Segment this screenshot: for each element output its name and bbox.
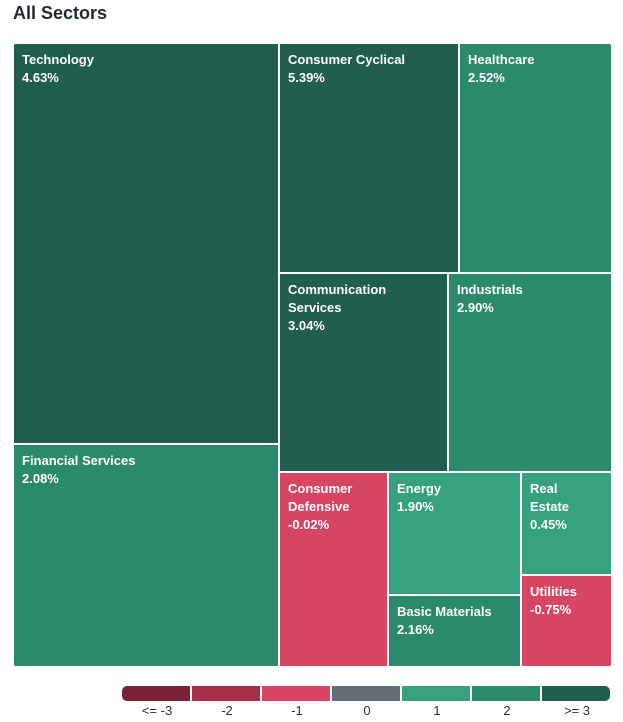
sector-change: -0.02% [288, 517, 330, 532]
sector-name: Real Estate [530, 481, 570, 514]
legend-swatch [402, 686, 470, 701]
legend-swatch [192, 686, 260, 701]
sector-change: 2.52% [468, 70, 505, 85]
sector-tile[interactable]: Consumer Defensive -0.02% [279, 472, 388, 667]
legend-label: 2 [503, 703, 511, 718]
sector-change: 1.90% [397, 499, 434, 514]
sector-tile[interactable]: Healthcare 2.52% [459, 43, 612, 273]
sector-name: Communication Services [288, 282, 387, 315]
sector-change: -0.75% [530, 602, 572, 617]
sector-tile[interactable]: Industrials 2.90% [448, 273, 612, 472]
chart-title: All Sectors [13, 3, 108, 23]
sector-name: Consumer Defensive [288, 481, 353, 514]
color-legend: <= -3 -2 -1 0 1 2 >= 3 [122, 686, 612, 720]
sector-name: Consumer Cyclical [288, 52, 406, 67]
legend-label: 0 [363, 703, 371, 718]
legend-swatch [542, 686, 610, 701]
sector-treemap: Technology 4.63% Consumer Cyclical 5.39% Hea… [13, 43, 612, 667]
sector-name: Basic Materials [397, 604, 492, 619]
sector-change: 5.39% [288, 70, 325, 85]
sector-name: Technology [22, 52, 94, 67]
sector-change: 2.90% [457, 300, 494, 315]
sector-tile[interactable]: Basic Materials 2.16% [388, 595, 521, 667]
legend-swatch [122, 686, 190, 701]
sector-change: 2.16% [397, 622, 434, 637]
legend-swatch [262, 686, 330, 701]
sector-name: Industrials [457, 282, 523, 297]
sector-name: Financial Services [22, 453, 136, 468]
legend-label: <= -3 [141, 703, 173, 718]
sector-name: Energy [397, 481, 442, 496]
legend-label: -2 [221, 703, 233, 718]
legend-swatch [332, 686, 400, 701]
sector-tile[interactable]: Communication Services 3.04% [279, 273, 448, 472]
sector-change: 3.04% [288, 318, 325, 333]
sector-change: 2.08% [22, 471, 59, 486]
sector-name: Healthcare [468, 52, 535, 67]
sector-tile[interactable]: Consumer Cyclical 5.39% [279, 43, 459, 273]
legend-label: -1 [291, 703, 303, 718]
sector-tile[interactable]: Real Estate 0.45% [521, 472, 612, 575]
legend-label: >= 3 [563, 703, 591, 718]
sector-tile[interactable]: Technology 4.63% [13, 43, 279, 444]
legend-swatch [472, 686, 540, 701]
legend-label: 1 [433, 703, 441, 718]
sector-tile[interactable]: Energy 1.90% [388, 472, 521, 595]
sector-tile[interactable]: Utilities -0.75% [521, 575, 612, 667]
sector-tile[interactable]: Financial Services 2.08% [13, 444, 279, 667]
sector-change: 0.45% [530, 517, 567, 532]
sector-change: 4.63% [22, 70, 59, 85]
sector-name: Utilities [530, 584, 577, 599]
